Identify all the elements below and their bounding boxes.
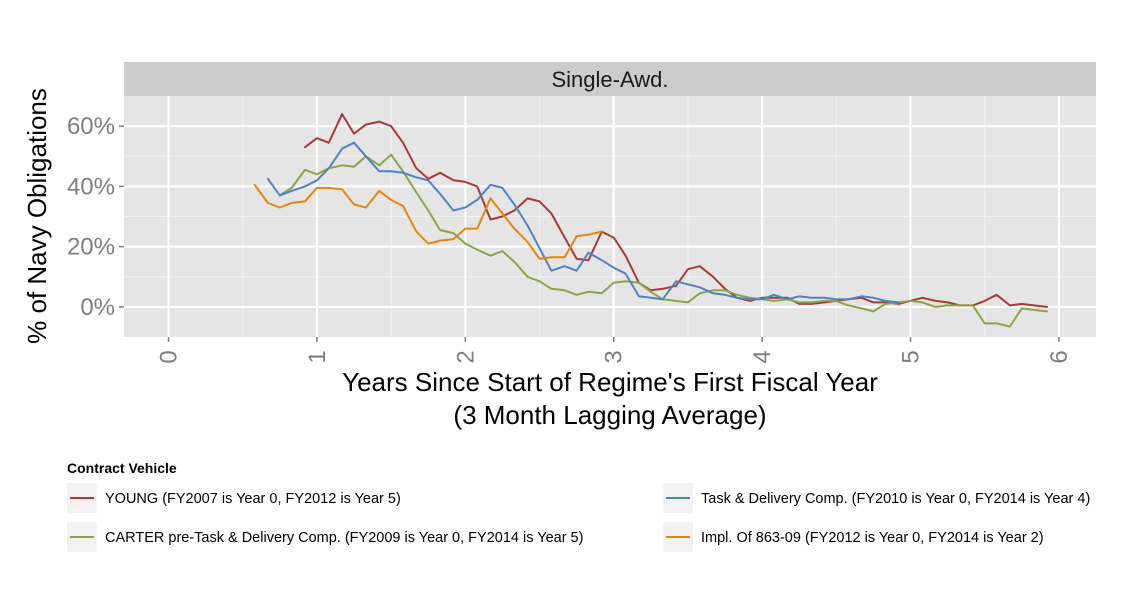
x-tick-label: 1 bbox=[304, 350, 331, 363]
y-tick-label: 60% bbox=[67, 113, 115, 140]
x-tick-label: 3 bbox=[601, 350, 628, 363]
y-tick-label: 40% bbox=[67, 173, 115, 200]
x-tick-label: 6 bbox=[1046, 350, 1073, 363]
series-lines bbox=[253, 113, 1048, 328]
series-line-3 bbox=[253, 183, 603, 260]
x-tick-label: 4 bbox=[749, 350, 776, 363]
series-line-2 bbox=[266, 141, 900, 304]
legend-label: Impl. Of 863-09 (FY2012 is Year 0, FY201… bbox=[701, 530, 1044, 546]
x-tick-label: 5 bbox=[898, 350, 925, 363]
y-tick-label: 0% bbox=[80, 294, 115, 321]
legend: YOUNG (FY2007 is Year 0, FY2012 is Year … bbox=[67, 483, 1090, 552]
legend-label: Task & Delivery Comp. (FY2010 is Year 0,… bbox=[701, 491, 1090, 507]
x-axis-ticks: 0 1 2 3 4 5 6 bbox=[156, 337, 1073, 364]
facet-strip bbox=[124, 62, 1096, 96]
y-axis-title: % of Navy Obligations bbox=[22, 88, 52, 344]
legend-label: CARTER pre-Task & Delivery Comp. (FY2009… bbox=[105, 530, 583, 546]
facet-label: Single-Awd. bbox=[552, 67, 669, 92]
x-tick-label: 2 bbox=[452, 350, 479, 363]
x-axis-title-line1: Years Since Start of Regime's First Fisc… bbox=[342, 367, 878, 397]
series-line-0 bbox=[304, 113, 1048, 308]
y-tick-label: 20% bbox=[67, 234, 115, 261]
y-axis-ticks: 0% 20% 40% 60% bbox=[67, 113, 124, 321]
x-axis-title-line2: (3 Month Lagging Average) bbox=[453, 400, 766, 430]
x-tick-label: 0 bbox=[156, 350, 183, 363]
legend-title: Contract Vehicle bbox=[67, 460, 177, 476]
legend-label: YOUNG (FY2007 is Year 0, FY2012 is Year … bbox=[105, 491, 401, 507]
